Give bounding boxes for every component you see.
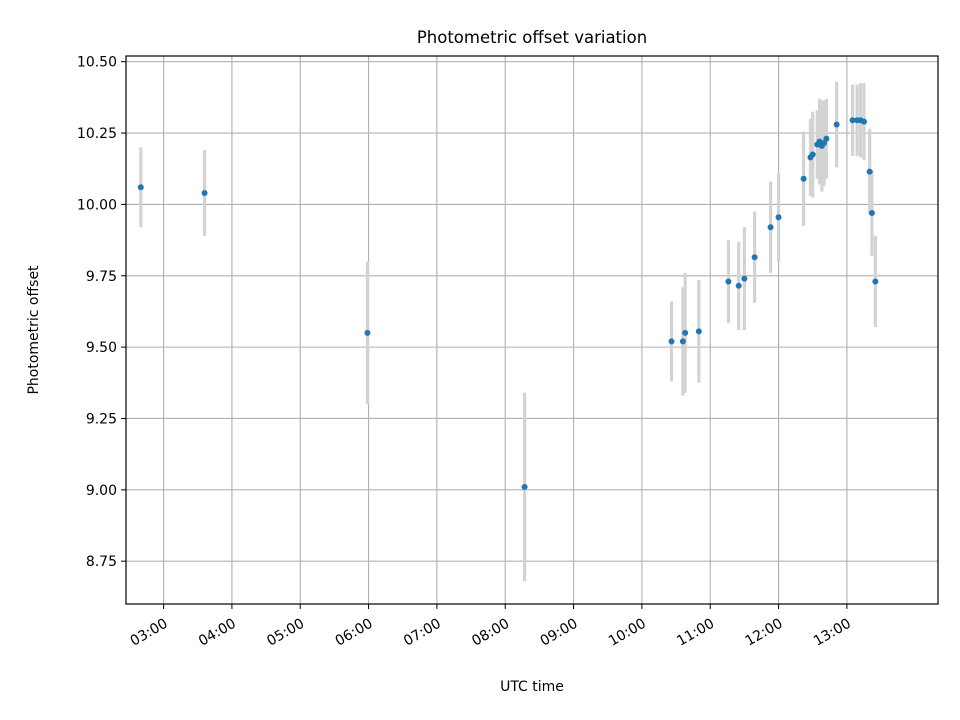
- data-point: [735, 282, 742, 289]
- y-tick-label: 10.25: [77, 126, 117, 142]
- data-point: [860, 118, 867, 125]
- data-points: [137, 117, 879, 490]
- y-tick-label: 9.25: [86, 411, 117, 427]
- data-point: [868, 209, 875, 216]
- data-point: [668, 338, 675, 345]
- data-point: [682, 329, 689, 336]
- data-point: [823, 135, 830, 142]
- data-point: [137, 184, 144, 191]
- data-point: [725, 278, 732, 285]
- chart-title: Photometric offset variation: [417, 28, 647, 47]
- data-point: [866, 168, 873, 175]
- data-point: [741, 275, 748, 282]
- y-tick-label: 10.00: [77, 197, 117, 213]
- y-tick-label: 9.75: [86, 269, 117, 285]
- data-point: [679, 338, 686, 345]
- y-tick-label: 10.50: [77, 55, 117, 71]
- data-point: [809, 151, 816, 158]
- plot-frame: [125, 55, 939, 605]
- data-point: [872, 278, 879, 285]
- data-point: [695, 328, 702, 335]
- data-point: [800, 175, 807, 182]
- x-axis-label: UTC time: [500, 679, 564, 695]
- data-point: [201, 190, 208, 196]
- data-point: [767, 224, 774, 231]
- y-axis-ticks: 8.75 9.00 9.25 9.50 9.75 10.00 10.25 10.50: [77, 55, 126, 570]
- data-point: [751, 254, 758, 261]
- y-tick-label: 8.75: [86, 554, 117, 570]
- data-point: [833, 121, 840, 128]
- y-tick-label: 9.00: [86, 483, 117, 499]
- data-point: [775, 214, 782, 221]
- data-point: [521, 483, 528, 490]
- data-point: [364, 329, 371, 336]
- data-point: [849, 117, 856, 124]
- y-axis-label: Photometric offset: [26, 265, 42, 395]
- y-tick-label: 9.50: [86, 340, 117, 356]
